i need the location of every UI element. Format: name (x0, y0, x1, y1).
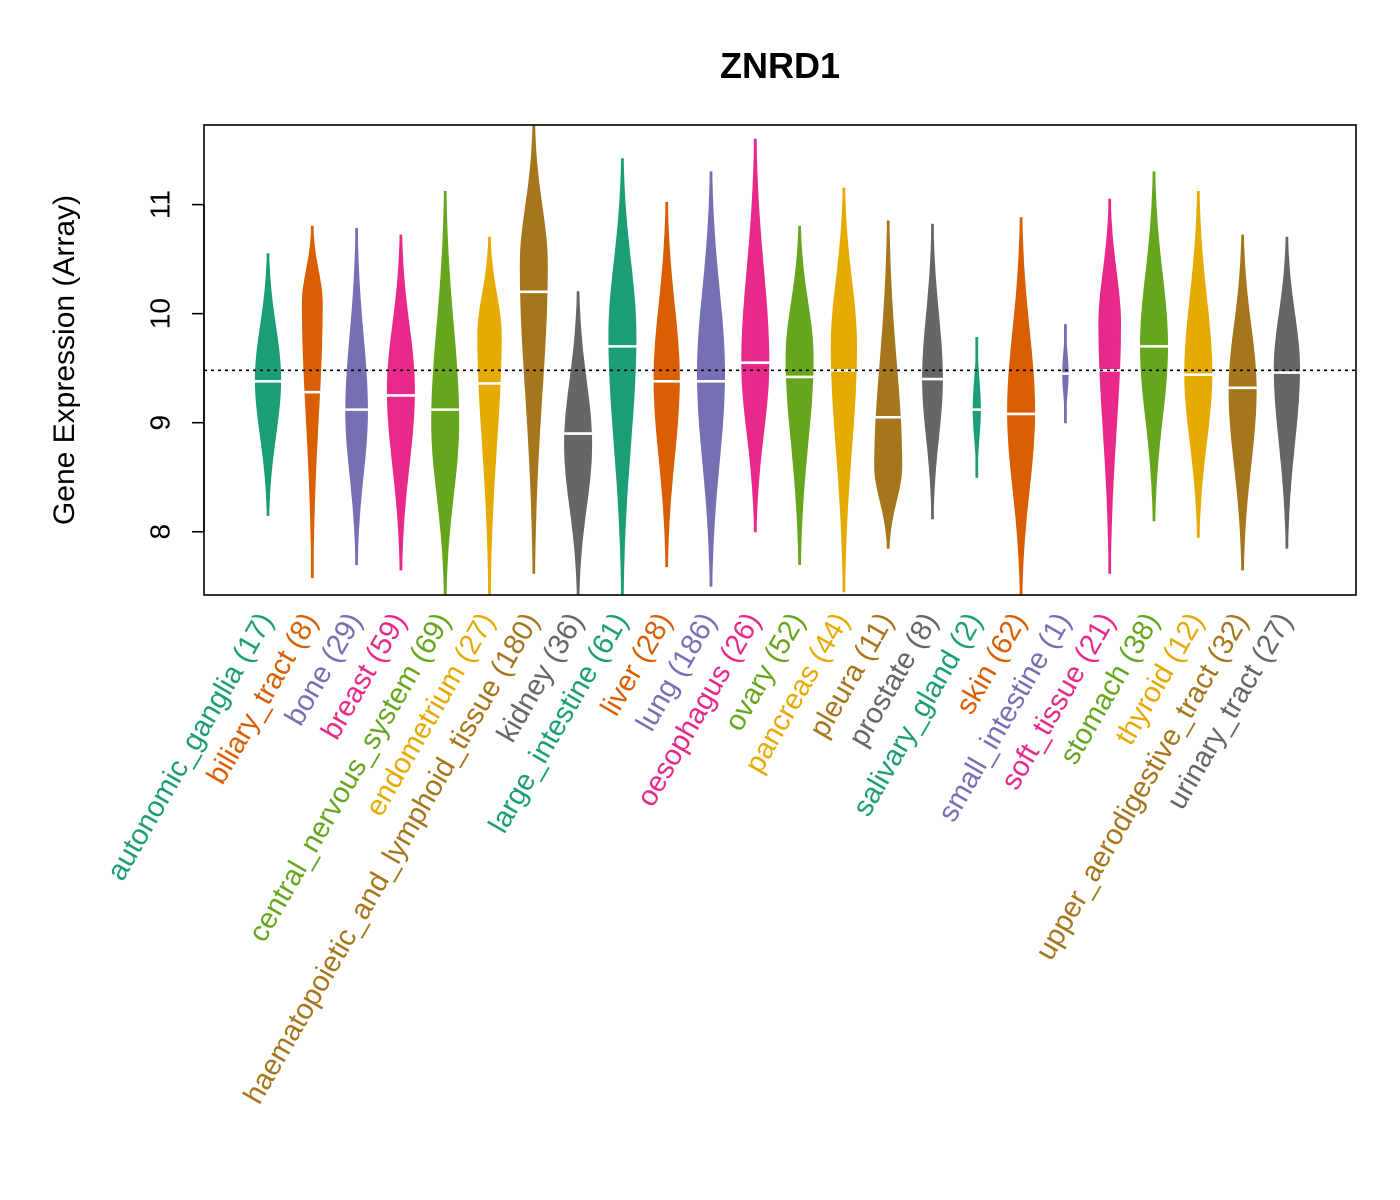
violin-8 (608, 158, 637, 595)
y-tick-label: 10 (145, 298, 176, 329)
plot-frame (203, 124, 1357, 596)
violin-7 (564, 291, 593, 595)
y-tick-label: 11 (145, 190, 176, 219)
violin-1 (301, 225, 323, 579)
violin-22 (1228, 234, 1257, 571)
violin-23 (1273, 236, 1301, 549)
chart-title: ZNRD1 (720, 45, 840, 86)
violin-2 (345, 228, 368, 565)
violin-10 (696, 171, 726, 587)
violin-20 (1139, 171, 1169, 522)
violin-19 (1098, 198, 1121, 574)
violin-15 (922, 223, 943, 520)
violin-4 (431, 191, 460, 595)
violin-12 (785, 225, 814, 565)
y-axis-label: Gene Expression (Array) (48, 195, 81, 525)
y-tick-label: 8 (145, 524, 176, 540)
violin-5 (477, 236, 502, 595)
violin-0 (254, 253, 282, 516)
violin-18 (1060, 324, 1071, 424)
violin-13 (830, 187, 857, 593)
violin-6 (519, 125, 548, 574)
violin-3 (386, 234, 416, 571)
violin-11 (741, 138, 770, 533)
y-tick-label: 9 (145, 415, 176, 431)
violin-9 (653, 201, 680, 568)
y-axis: 8 9 10 11 (145, 190, 205, 540)
violin-16 (971, 337, 982, 478)
violin-series (254, 125, 1301, 595)
x-axis-labels: autonomic_ganglia (17)biliary_tract (8)b… (101, 608, 1299, 1110)
violin-21 (1184, 191, 1213, 538)
violin-14 (874, 220, 903, 549)
violin-17 (1006, 217, 1036, 595)
